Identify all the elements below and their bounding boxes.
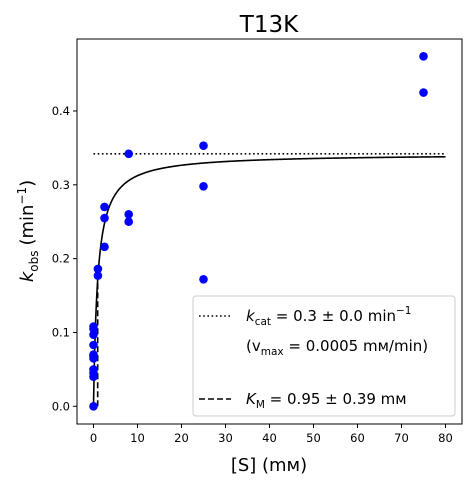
- legend-vmax-entry: (vmax = 0.0005 mм/min): [246, 337, 428, 358]
- y-axis: 0.0 0.1 0.2 0.3 0.4: [52, 104, 77, 413]
- y-tick-label: 0.4: [52, 104, 70, 118]
- plot-area: [89, 52, 446, 411]
- legend: kcat = 0.3 ± 0.0 min−1 (vmax = 0.0005 mм…: [192, 295, 456, 417]
- legend-vmax-value: = 0.0005 mм/min): [284, 337, 428, 355]
- x-tick-label: 30: [218, 431, 233, 445]
- data-point: [124, 149, 133, 159]
- fit-curve: [92, 155, 446, 407]
- y-axis-label-unit: (min: [17, 205, 38, 246]
- legend-km-entry: KM = 0.95 ± 0.39 mм: [246, 390, 407, 411]
- chart-title: T13K: [239, 12, 299, 38]
- data-point: [199, 181, 208, 191]
- data-point: [89, 330, 98, 339]
- y-tick-label: 0.1: [52, 325, 70, 339]
- data-point: [124, 217, 133, 227]
- legend-box: [192, 295, 456, 417]
- x-axis: 0 10 20 30 40 50 60 70 80: [90, 424, 453, 445]
- legend-kcat-value: = 0.3 ± 0.0 min: [271, 307, 396, 325]
- legend-km-sub: M: [256, 399, 265, 411]
- x-tick-label: 60: [350, 431, 365, 445]
- data-point: [89, 350, 98, 359]
- legend-vmax-sub: max: [261, 346, 284, 358]
- data-point: [100, 213, 109, 223]
- y-axis-label-sub: obs: [27, 251, 41, 272]
- data-point: [419, 52, 428, 61]
- data-point: [89, 340, 98, 350]
- data-point: [124, 210, 133, 219]
- data-point: [100, 242, 109, 252]
- data-point: [89, 365, 98, 374]
- x-tick-label: 50: [306, 431, 321, 445]
- y-tick-label: 0.3: [52, 178, 70, 192]
- y-tick-label: 0.0: [52, 399, 70, 413]
- legend-kcat-symbol: k: [246, 307, 256, 325]
- x-tick-label: 20: [174, 431, 189, 445]
- x-tick-label: 0: [90, 431, 97, 445]
- data-point: [199, 275, 208, 284]
- legend-kcat-sub: cat: [255, 316, 271, 328]
- data-point: [89, 322, 98, 331]
- x-tick-label: 70: [394, 431, 409, 445]
- data-point: [93, 264, 103, 274]
- data-point: [419, 88, 428, 97]
- legend-kcat-exp: −1: [396, 305, 411, 317]
- data-point: [93, 271, 103, 280]
- x-tick-label: 10: [130, 431, 145, 445]
- data-point: [89, 401, 98, 411]
- y-axis-label-symbol: k: [17, 270, 38, 282]
- legend-kcat-entry: kcat = 0.3 ± 0.0 min−1: [246, 305, 411, 328]
- y-axis-label-close: ): [17, 180, 38, 187]
- data-point: [199, 141, 208, 150]
- legend-km-symbol: K: [246, 390, 257, 408]
- legend-vmax-open: (v: [246, 337, 261, 355]
- y-axis-label: kobs (min−1): [15, 180, 41, 282]
- legend-km-value: = 0.95 ± 0.39 mм: [265, 390, 407, 408]
- data-point: [100, 202, 109, 212]
- y-axis-label-exp: −1: [15, 187, 29, 205]
- x-tick-label: 40: [262, 431, 277, 445]
- x-axis-label: [S] (mм): [231, 455, 307, 476]
- y-tick-label: 0.2: [52, 252, 70, 266]
- x-tick-label: 80: [438, 431, 453, 445]
